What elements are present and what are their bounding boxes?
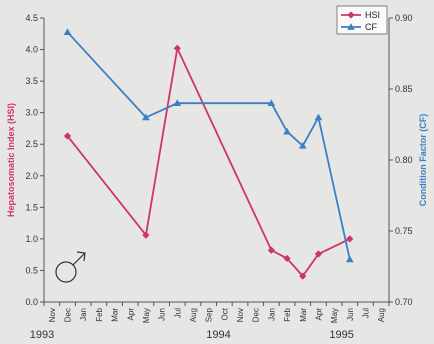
hsi-point (142, 231, 150, 239)
cf-point (173, 99, 182, 107)
legend-marker-cf (347, 23, 355, 30)
hsi-point (346, 235, 354, 243)
left-tick-label: 3.0 (25, 108, 38, 118)
month-label: May (330, 308, 339, 323)
month-label: Jun (346, 308, 355, 321)
hsi-point (267, 246, 275, 254)
month-label: Dec (252, 308, 261, 322)
year-label: 1995 (329, 329, 353, 341)
month-label: Jan (267, 308, 276, 321)
month-label: Aug (189, 308, 198, 322)
cf-point (314, 113, 323, 121)
month-label: Nov (236, 308, 245, 322)
legend-marker-hsi (347, 11, 355, 19)
month-label: Feb (283, 307, 292, 321)
left-tick-label: 2.0 (25, 171, 38, 181)
month-label: Feb (95, 307, 104, 321)
legend-label-cf: CF (365, 22, 377, 32)
month-label: Mar (299, 308, 308, 322)
month-label: Nov (48, 308, 57, 322)
hsi-point (299, 272, 307, 280)
cf-point (267, 99, 276, 107)
right-tick-label: 0.85 (395, 84, 413, 94)
month-label: Jan (79, 308, 88, 321)
month-label: Jun (158, 308, 167, 321)
left-tick-label: 3.5 (25, 76, 38, 86)
left-tick-label: 4.5 (25, 13, 38, 23)
cf-point (298, 142, 307, 149)
month-label: Oct (220, 307, 229, 320)
month-label: Mar (111, 308, 120, 322)
hsi-point (173, 44, 181, 52)
male-symbol-circle (55, 261, 77, 283)
hsi-point (63, 132, 72, 140)
cf-point (345, 255, 354, 263)
cf-point (63, 28, 72, 36)
month-label: Jul (173, 308, 182, 318)
month-label: Aug (377, 308, 386, 322)
male-symbol-arrow-shaft (72, 252, 86, 266)
hsi-line (66, 47, 351, 278)
left-tick-label: 4.0 (25, 45, 38, 55)
left-tick-label: 2.5 (25, 139, 38, 149)
month-label: Sep (205, 307, 214, 322)
cf-point (283, 127, 291, 135)
legend-box (336, 5, 388, 35)
hsi-point (314, 250, 323, 258)
right-tick-label: 0.90 (395, 13, 413, 23)
year-label: 1993 (30, 329, 54, 341)
hsi-point (283, 254, 291, 263)
month-label: Dec (64, 308, 73, 322)
male-symbol (55, 251, 86, 283)
cf-line (66, 31, 351, 260)
right-tick-label: 0.70 (395, 297, 413, 307)
month-label: Jul (361, 308, 370, 318)
male-symbol-arrow-head (76, 251, 86, 262)
left-tick-label: 1.0 (25, 234, 38, 244)
month-label: May (142, 308, 151, 323)
left-tick-label: 0.0 (25, 297, 38, 307)
y2-axis-title: Condition Factor (CF) (418, 114, 428, 206)
month-label: Apr (314, 308, 323, 321)
year-label: 1994 (206, 329, 230, 341)
cf-point (142, 113, 150, 121)
right-tick-label: 0.80 (395, 155, 413, 165)
y-axis-title: Hepatosomatic Index (HSI) (6, 103, 16, 217)
right-tick-label: 0.75 (395, 226, 413, 236)
legend-label-hsi: HSI (365, 10, 380, 20)
left-tick-label: 0.5 (25, 265, 38, 275)
month-label: Apr (126, 308, 135, 321)
left-tick-label: 1.5 (25, 202, 38, 212)
